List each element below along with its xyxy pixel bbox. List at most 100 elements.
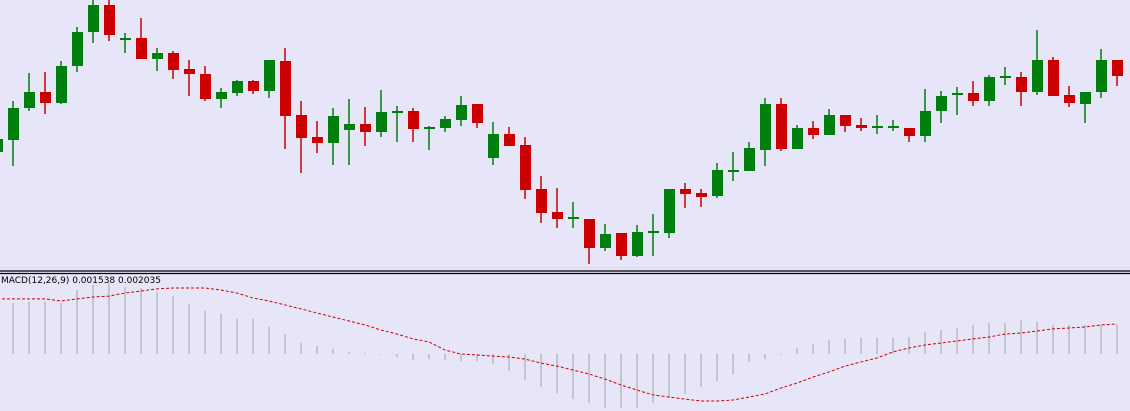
candle-bullish — [24, 92, 35, 108]
candle-bullish — [488, 134, 499, 158]
macd-histogram-bar — [604, 354, 606, 408]
candle-bullish — [88, 5, 99, 32]
candle-bullish — [72, 32, 83, 66]
candle-bearish — [520, 145, 531, 190]
candle-bearish — [312, 137, 323, 143]
candle-bullish — [456, 105, 467, 120]
macd-histogram-bar — [684, 354, 686, 394]
macd-histogram-bar — [364, 353, 366, 354]
macd-histogram-bar — [1100, 324, 1102, 354]
macd-histogram-bar — [332, 348, 334, 354]
macd-histogram-bar — [428, 354, 430, 360]
macd-histogram-bar — [140, 287, 142, 354]
candle-bullish — [664, 189, 675, 233]
macd-histogram-bar — [572, 354, 574, 400]
candle-doji — [648, 231, 659, 233]
candle-bearish — [104, 5, 115, 35]
candle-bullish — [744, 148, 755, 171]
candle-bullish — [152, 53, 163, 59]
macd-histogram-bar — [108, 283, 110, 354]
macd-histogram-bar — [28, 301, 30, 354]
macd-histogram-bar — [1116, 324, 1118, 354]
candle-bullish — [600, 234, 611, 248]
macd-histogram-bar — [316, 346, 318, 354]
candle-bearish — [584, 219, 595, 248]
candle-doji — [568, 217, 579, 219]
macd-histogram-bar — [780, 354, 782, 355]
macd-histogram-bar — [220, 314, 222, 354]
macd-histogram-bar — [44, 301, 46, 354]
candle-doji — [424, 127, 435, 129]
candle-bullish — [1096, 60, 1107, 92]
candle-bearish — [840, 115, 851, 126]
macd-histogram-bar — [124, 287, 126, 354]
candle-bearish — [904, 128, 915, 136]
macd-histogram-bar — [796, 347, 798, 354]
candle-bearish — [360, 124, 371, 132]
macd-histogram-bar — [92, 284, 94, 354]
macd-histogram-bar — [76, 290, 78, 354]
macd-histogram-bar — [236, 318, 238, 354]
macd-histogram-bar — [1084, 324, 1086, 354]
macd-histogram-bar — [588, 354, 590, 404]
macd-histogram-bar — [556, 354, 558, 394]
candle-bullish — [328, 116, 339, 143]
candle-bearish — [168, 53, 179, 70]
macd-histogram-bar — [732, 354, 734, 374]
macd-histogram-bar — [860, 337, 862, 354]
macd-histogram-bar — [1052, 324, 1054, 354]
macd-histogram-bar — [972, 324, 974, 354]
macd-histogram-bar — [492, 354, 494, 364]
candle-bearish — [200, 74, 211, 99]
candle-bullish — [792, 128, 803, 149]
candle-bullish — [376, 112, 387, 132]
candle-bearish — [40, 92, 51, 103]
candle-bullish — [56, 66, 67, 103]
candle-bullish — [232, 81, 243, 93]
candle-bearish — [968, 93, 979, 101]
candle-bearish — [696, 193, 707, 197]
candle-bullish — [344, 124, 355, 130]
candle-bullish — [216, 92, 227, 99]
macd-histogram-bar — [524, 354, 526, 381]
macd-histogram-bar — [716, 354, 718, 381]
candle-bearish — [808, 128, 819, 135]
macd-histogram-bar — [412, 354, 414, 361]
macd-histogram-bar — [252, 318, 254, 354]
macd-histogram-bar — [476, 354, 478, 361]
candle-doji — [872, 126, 883, 128]
candle-bearish — [296, 115, 307, 138]
macd-histogram-bar — [172, 296, 174, 354]
macd-histogram-bar — [60, 303, 62, 354]
macd-histogram-bar — [1004, 323, 1006, 354]
candle-bullish — [1032, 60, 1043, 92]
macd-indicator-label: MACD(12,26,9) 0.001538 0.002035 — [1, 276, 161, 286]
candle-bearish — [680, 189, 691, 194]
candle-bullish — [264, 60, 275, 91]
macd-histogram-bar — [284, 334, 286, 354]
candle-bearish — [408, 111, 419, 129]
candle-doji — [728, 170, 739, 172]
candle-doji — [392, 111, 403, 113]
macd-histogram-bar — [940, 330, 942, 354]
macd-histogram-bar — [268, 327, 270, 354]
candle-bullish — [8, 108, 19, 140]
candle-bearish — [472, 104, 483, 123]
candle-bearish — [1048, 60, 1059, 96]
candle-bullish — [632, 232, 643, 256]
candle-bearish — [1064, 95, 1075, 103]
macd-histogram-bar — [668, 354, 670, 398]
macd-histogram-bar — [636, 354, 638, 408]
macd-histogram-bar — [12, 303, 14, 354]
macd-signal-line — [0, 287, 1118, 402]
macd-histogram-bar — [812, 344, 814, 354]
macd-histogram-bar — [348, 351, 350, 354]
candle-bullish — [984, 77, 995, 101]
macd-histogram-bar — [156, 291, 158, 354]
candle-bearish — [776, 104, 787, 149]
candle-bullish — [760, 104, 771, 150]
macd-histogram-bar — [204, 310, 206, 354]
candle-bearish — [856, 125, 867, 128]
